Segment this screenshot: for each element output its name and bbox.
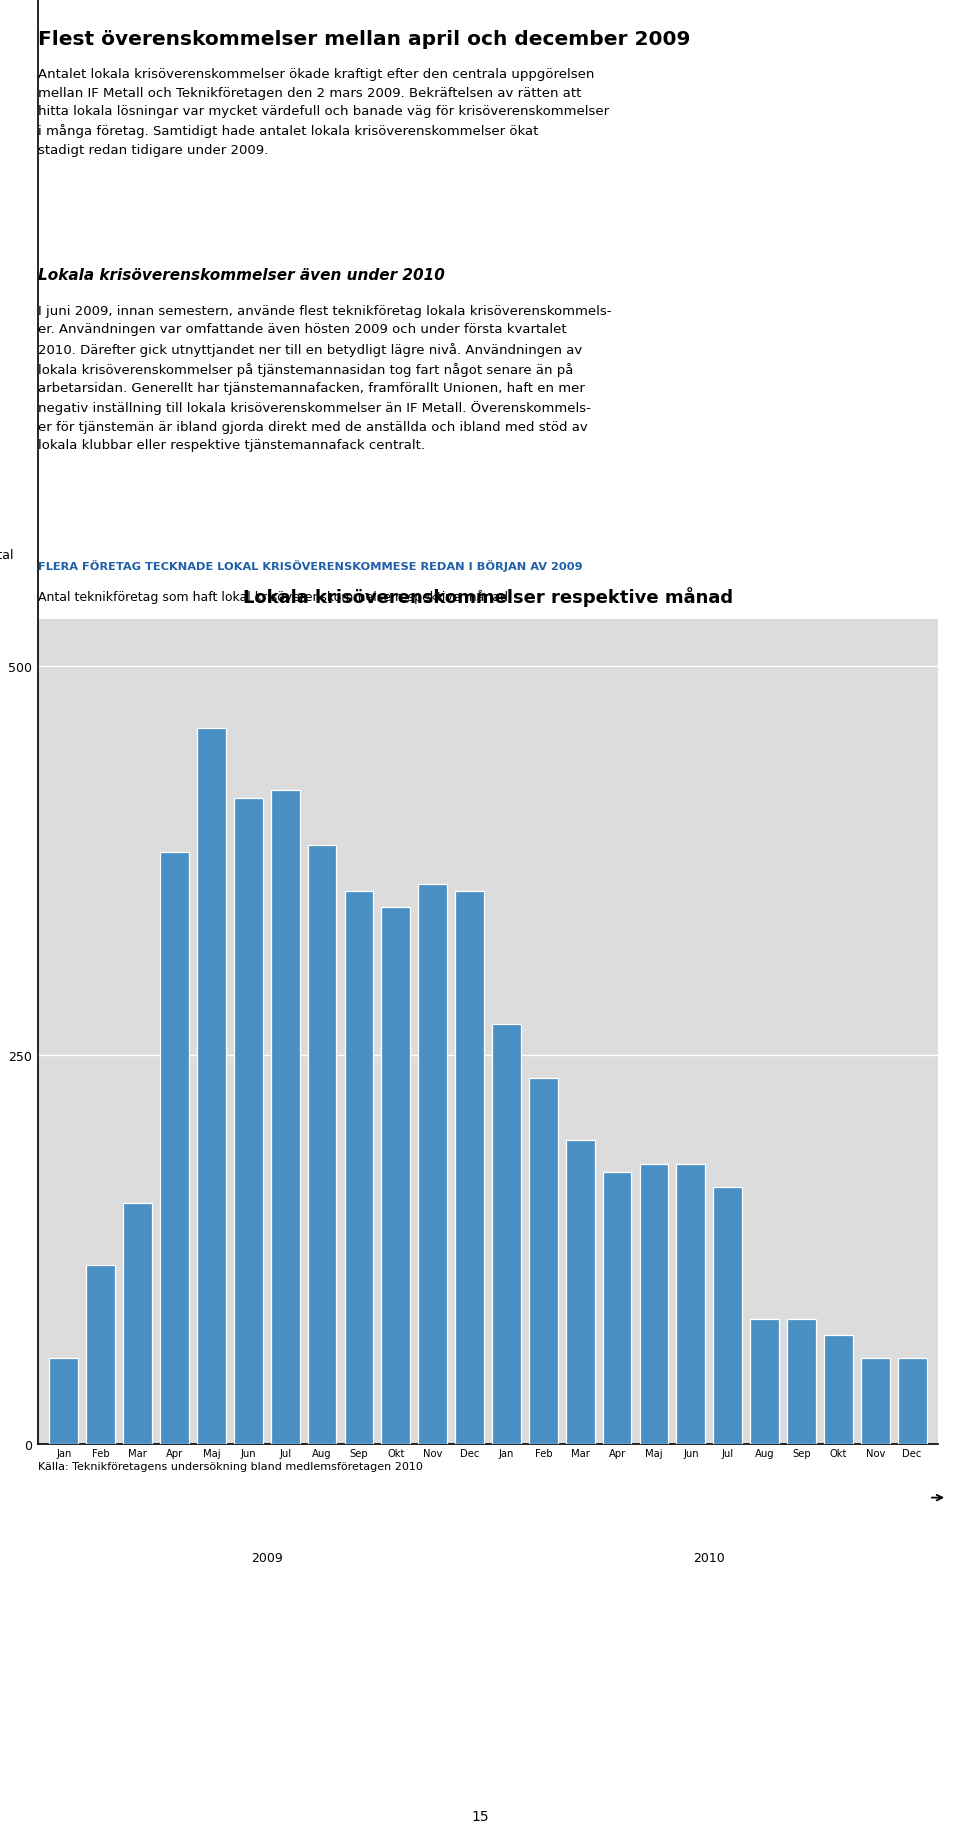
Title: Lokala krisöverenskommelser respektive månad: Lokala krisöverenskommelser respektive m… xyxy=(243,588,733,606)
Text: FLERA FÖRETAG TECKNADE LOKAL KRISÖVERENSKOMMESE REDAN I BÖRJAN AV 2009: FLERA FÖRETAG TECKNADE LOKAL KRISÖVERENS… xyxy=(38,560,583,571)
Text: 2009: 2009 xyxy=(251,1552,282,1565)
Bar xyxy=(381,907,410,1445)
Text: Antal teknikföretag som haft lokal krisöverenskommelse respektive månad: Antal teknikföretag som haft lokal krisö… xyxy=(38,590,508,604)
Bar xyxy=(455,893,484,1445)
Bar xyxy=(751,1319,779,1445)
Bar xyxy=(419,883,447,1445)
Text: Antal: Antal xyxy=(0,549,14,562)
Bar xyxy=(197,728,226,1445)
Text: 2010: 2010 xyxy=(693,1552,725,1565)
Bar xyxy=(492,1024,521,1445)
Bar xyxy=(345,893,373,1445)
Bar xyxy=(639,1164,668,1445)
Bar xyxy=(787,1319,816,1445)
Bar xyxy=(824,1336,852,1445)
Bar xyxy=(160,854,189,1445)
Text: Flest överenskommelser mellan april och december 2009: Flest överenskommelser mellan april och … xyxy=(38,30,690,50)
Bar xyxy=(307,845,336,1445)
Bar xyxy=(861,1358,890,1445)
Text: Källa: Teknikföretagens undersökning bland medlemsföretagen 2010: Källa: Teknikföretagens undersökning bla… xyxy=(38,1462,422,1471)
Text: Antalet lokala krisöverenskommelser ökade kraftigt efter den centrala uppgörelse: Antalet lokala krisöverenskommelser ökad… xyxy=(38,68,610,157)
Text: I juni 2009, innan semestern, använde flest teknikföretag lokala krisöverenskomm: I juni 2009, innan semestern, använde fl… xyxy=(38,305,612,451)
Bar xyxy=(86,1266,115,1445)
Bar xyxy=(529,1079,558,1445)
Bar xyxy=(234,798,263,1445)
Bar xyxy=(603,1172,632,1445)
Text: Lokala krisöverenskommelser även under 2010: Lokala krisöverenskommelser även under 2… xyxy=(38,268,444,283)
Bar xyxy=(898,1358,926,1445)
Bar xyxy=(49,1358,78,1445)
Text: 15: 15 xyxy=(471,1809,489,1822)
Bar xyxy=(713,1188,742,1445)
Bar xyxy=(565,1140,594,1445)
Bar xyxy=(123,1203,152,1445)
Bar xyxy=(677,1164,706,1445)
Bar xyxy=(271,791,300,1445)
